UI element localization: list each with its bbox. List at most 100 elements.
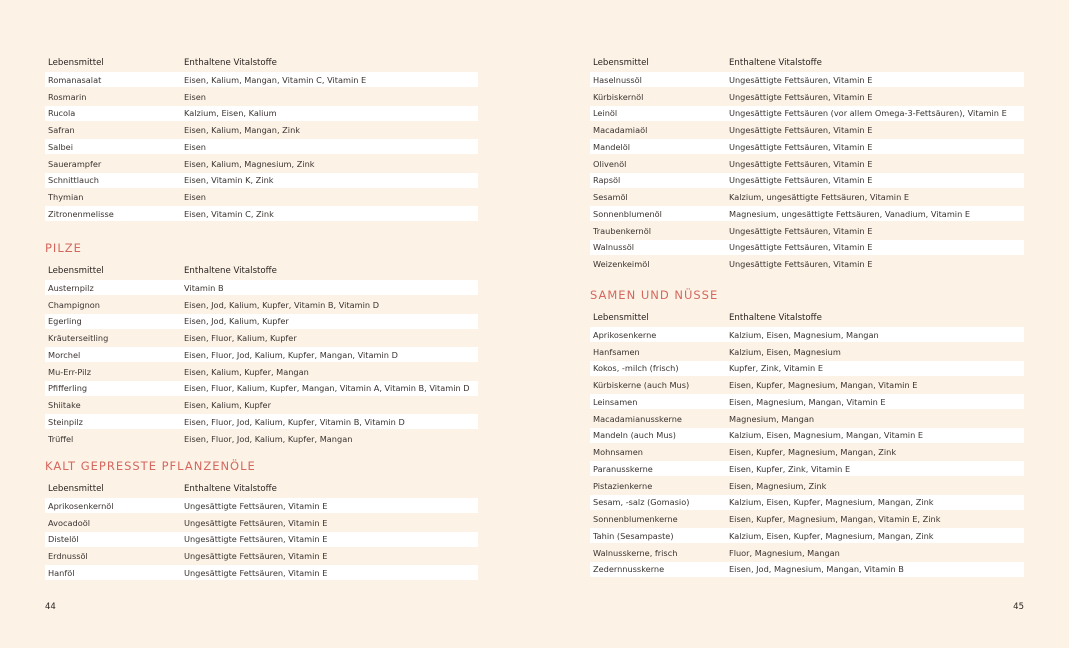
row-stripe bbox=[45, 313, 478, 329]
nutrients: Eisen, Kalium, Magnesium, Zink bbox=[184, 158, 315, 169]
row-stripe bbox=[45, 105, 478, 121]
food-name: Olivenöl bbox=[593, 158, 627, 169]
food-name: Tahin (Sesampaste) bbox=[593, 530, 674, 541]
nutrients: Eisen, Magnesium, Mangan, Vitamin E bbox=[729, 396, 886, 407]
food-name: Safran bbox=[48, 125, 75, 135]
row-stripe bbox=[45, 172, 478, 188]
row-stripe bbox=[590, 206, 1024, 222]
food-name: Mu-Err-Pilz bbox=[48, 366, 92, 377]
nutrients: Eisen, Fluor, Jod, Kalium, Kupfer, Vitam… bbox=[184, 416, 405, 427]
nutrients: Vitamin B bbox=[184, 282, 224, 293]
nutrients: Eisen, Kalium, Mangan, Zink bbox=[184, 125, 301, 135]
row-stripe bbox=[590, 239, 1024, 255]
nutrients: Eisen, Magnesium, Zink bbox=[729, 480, 827, 491]
food-name: Aprikosenkernöl bbox=[48, 500, 114, 511]
nutrients: Eisen, Jod, Magnesium, Mangan, Vitamin B bbox=[729, 564, 904, 575]
food-name: Paranusskerne bbox=[593, 463, 653, 474]
row-stripe bbox=[590, 494, 1024, 510]
nutrients: Eisen, Fluor, Kalium, Kupfer bbox=[184, 333, 297, 343]
food-name: Kürbiskerne (auch Mus) bbox=[593, 380, 690, 390]
nutrients: Ungesättigte Fettsäuren, Vitamin E bbox=[184, 534, 328, 545]
nutrients: Ungesättigte Fettsäuren, Vitamin E bbox=[184, 500, 328, 511]
food-name: Walnusskerne, frisch bbox=[593, 547, 678, 558]
food-name: Morchel bbox=[48, 349, 81, 360]
food-name: Mohnsamen bbox=[593, 447, 643, 457]
food-name: Distelöl bbox=[48, 534, 79, 545]
row-stripe bbox=[45, 531, 478, 547]
nutrients: Eisen, Kupfer, Magnesium, Mangan, Zink bbox=[729, 447, 897, 457]
row-stripe bbox=[45, 139, 478, 155]
nutrients: Eisen, Kupfer, Zink, Vitamin E bbox=[729, 463, 851, 474]
food-name: Zedernnusskerne bbox=[593, 564, 665, 575]
nutrients: Eisen, Kupfer, Magnesium, Mangan, Vitami… bbox=[729, 514, 941, 524]
food-name: Schnittlauch bbox=[48, 175, 99, 186]
food-name: Sonnenblumenöl bbox=[593, 208, 662, 219]
row-stripe bbox=[590, 461, 1024, 477]
food-name: Sesamöl bbox=[593, 192, 628, 202]
column-header: Lebensmittel bbox=[48, 266, 104, 276]
row-stripe bbox=[590, 105, 1024, 121]
food-name: Rosmarin bbox=[48, 91, 87, 102]
food-name: Pistazienkerne bbox=[593, 480, 653, 491]
food-name: Champignon bbox=[48, 299, 100, 310]
food-name: Kürbiskernöl bbox=[593, 91, 644, 102]
nutrients: Kalzium, Eisen, Kalium bbox=[184, 108, 277, 119]
food-name: Rucola bbox=[48, 108, 76, 119]
nutrients: Eisen, Jod, Kalium, Kupfer bbox=[184, 316, 289, 327]
row-stripe bbox=[45, 498, 478, 514]
row-stripe bbox=[590, 360, 1024, 376]
food-name: Shiitake bbox=[48, 400, 81, 410]
nutrients: Kupfer, Zink, Vitamin E bbox=[729, 363, 823, 374]
nutrients: Ungesättigte Fettsäuren, Vitamin E bbox=[729, 141, 873, 152]
nutrients: Eisen, Jod, Kalium, Kupfer, Vitamin B, V… bbox=[184, 299, 380, 310]
nutrients: Eisen, Kupfer, Magnesium, Mangan, Vitami… bbox=[729, 380, 918, 390]
nutrients: Ungesättigte Fettsäuren, Vitamin E bbox=[729, 125, 873, 135]
row-stripe bbox=[45, 280, 478, 296]
food-name: Leinöl bbox=[593, 108, 618, 119]
nutrients: Ungesättigte Fettsäuren (vor allem Omega… bbox=[729, 108, 1007, 119]
food-name: Rapsöl bbox=[593, 175, 621, 186]
food-name: Thymian bbox=[48, 192, 84, 202]
food-name: Sesam, -salz (Gomasio) bbox=[593, 497, 690, 508]
nutrients: Ungesättigte Fettsäuren, Vitamin E bbox=[729, 74, 873, 85]
page-number: 45 bbox=[1013, 602, 1024, 612]
column-header: Enthaltene Vitalstoffe bbox=[729, 313, 822, 323]
row-stripe bbox=[45, 72, 478, 88]
nutrients: Eisen, Fluor, Jod, Kalium, Kupfer, Manga… bbox=[184, 433, 353, 444]
nutrients: Eisen bbox=[184, 192, 206, 202]
nutrients: Eisen, Fluor, Kalium, Kupfer, Mangan, Vi… bbox=[184, 383, 470, 394]
food-name: Macadamiaöl bbox=[593, 125, 648, 135]
nutrients: Kalzium, Eisen, Magnesium, Mangan, Vitam… bbox=[729, 430, 924, 441]
nutrients: Eisen, Fluor, Jod, Kalium, Kupfer, Manga… bbox=[184, 349, 398, 360]
food-name: Trüffel bbox=[48, 433, 74, 444]
row-stripe bbox=[590, 172, 1024, 188]
nutrients: Magnesium, Mangan bbox=[729, 413, 815, 424]
column-header: Enthaltene Vitalstoffe bbox=[184, 266, 277, 276]
nutrients: Eisen bbox=[184, 91, 206, 102]
food-name: Sauerampfer bbox=[48, 158, 102, 169]
section-heading: SAMEN UND NÜSSE bbox=[590, 288, 719, 302]
nutrients: Eisen, Kalium, Kupfer bbox=[184, 400, 271, 410]
nutrients: Magnesium, ungesättigte Fettsäuren, Vana… bbox=[729, 208, 971, 219]
nutrients: Ungesättigte Fettsäuren, Vitamin E bbox=[184, 551, 328, 561]
food-name: Weizenkeimöl bbox=[593, 259, 650, 269]
column-header: Enthaltene Vitalstoffe bbox=[729, 58, 822, 68]
nutrients: Ungesättigte Fettsäuren, Vitamin E bbox=[729, 242, 873, 253]
row-stripe bbox=[590, 139, 1024, 155]
row-stripe bbox=[590, 327, 1024, 343]
food-name: Zitronenmelisse bbox=[48, 208, 114, 219]
food-name: Hanfsamen bbox=[593, 346, 640, 357]
food-name: Romanasalat bbox=[48, 74, 102, 85]
nutrients: Kalzium, Eisen, Magnesium bbox=[729, 346, 841, 357]
column-header: Lebensmittel bbox=[48, 484, 104, 494]
food-name: Haselnussöl bbox=[593, 74, 642, 85]
row-stripe bbox=[590, 427, 1024, 443]
food-name: Sonnenblumenkerne bbox=[593, 514, 678, 524]
food-name: Leinsamen bbox=[593, 396, 638, 407]
food-name: Austernpilz bbox=[48, 282, 94, 293]
food-name: Pfifferling bbox=[48, 383, 88, 394]
food-name: Steinpilz bbox=[48, 416, 83, 427]
row-stripe bbox=[45, 565, 478, 581]
row-stripe bbox=[45, 347, 478, 363]
